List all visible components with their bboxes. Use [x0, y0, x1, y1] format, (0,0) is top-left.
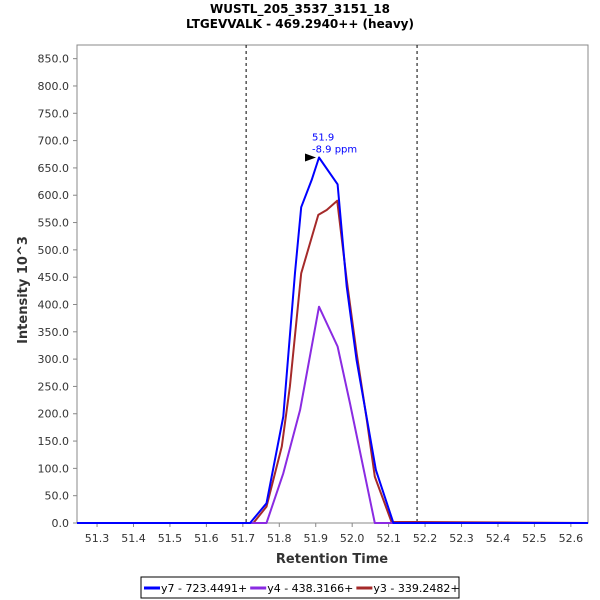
- y-tick-label: 350.0: [38, 326, 70, 339]
- series-line: [77, 156, 588, 524]
- x-tick-label: 52.2: [413, 532, 438, 545]
- y-tick-label: 0.0: [52, 517, 70, 530]
- y-tick-label: 750.0: [38, 107, 70, 120]
- y-tick-label: 450.0: [38, 271, 70, 284]
- y-tick-label: 400.0: [38, 298, 70, 311]
- x-tick-label: 52.5: [522, 532, 547, 545]
- annotation-rt: 51.9: [312, 133, 334, 144]
- y-tick-label: 550.0: [38, 217, 70, 230]
- y-tick-label: 850.0: [38, 53, 70, 66]
- plot-area: [76, 44, 589, 524]
- legend-entry: y4 - 438.3166+: [267, 582, 353, 595]
- series-line: [77, 199, 589, 524]
- legend-entry: y7 - 723.4491+: [161, 582, 247, 595]
- y-tick-label: 650.0: [38, 162, 70, 175]
- annotation-ppm: -8.9 ppm: [312, 145, 357, 156]
- y-tick-label: 50.0: [45, 490, 70, 503]
- series-line: [77, 305, 588, 524]
- y-tick-label: 800.0: [38, 80, 70, 93]
- y-tick-label: 300.0: [38, 353, 70, 366]
- legend: y7 - 723.4491+ y4 - 438.3166+ y3 - 339.248…: [140, 576, 460, 599]
- legend-box: [140, 576, 460, 599]
- x-axis-label: Retention Time: [276, 552, 388, 567]
- x-tick-label: 52.4: [486, 532, 511, 545]
- y-tick-label: 250.0: [38, 380, 70, 393]
- y-tick-label: 100.0: [38, 462, 70, 475]
- y-tick-label: 600.0: [38, 189, 70, 202]
- x-tick-label: 51.6: [194, 532, 219, 545]
- chart-title: WUSTL_205_3537_3151_18: [210, 2, 390, 17]
- x-tick-label: 52.0: [340, 532, 365, 545]
- x-tick-label: 51.5: [158, 532, 183, 545]
- x-tick-label: 52.6: [559, 532, 584, 545]
- y-tick-label: 500.0: [38, 244, 70, 257]
- y-axis-label: Intensity 10^3: [16, 236, 31, 344]
- x-tick-label: 51.9: [303, 532, 328, 545]
- x-tick-label: 51.7: [231, 532, 256, 545]
- x-tick-label: 51.4: [121, 532, 146, 545]
- x-tick-label: 51.3: [85, 532, 110, 545]
- y-tick-label: 200.0: [38, 408, 70, 421]
- y-tick-label: 150.0: [38, 435, 70, 448]
- legend-entry: y3 - 339.2482+: [373, 582, 459, 595]
- x-tick-label: 51.8: [267, 532, 292, 545]
- chart-subtitle: LTGEVVALK - 469.2940++ (heavy): [186, 17, 414, 31]
- peak-arrow-icon: [305, 153, 317, 162]
- x-tick-label: 52.1: [376, 532, 401, 545]
- x-tick-label: 52.3: [449, 532, 474, 545]
- y-tick-label: 700.0: [38, 135, 70, 148]
